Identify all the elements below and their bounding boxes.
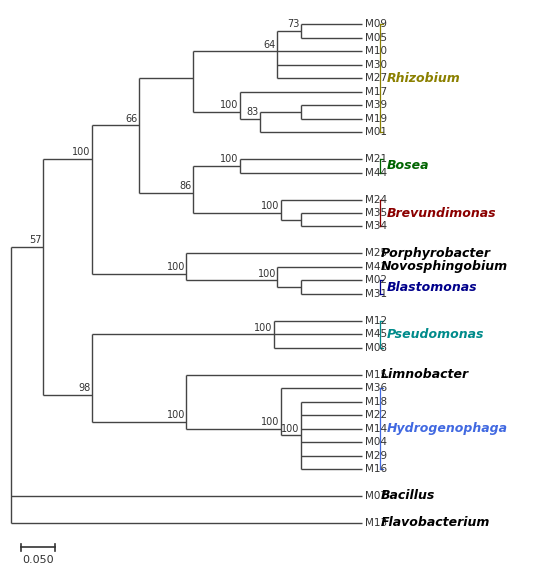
Text: M34: M34 (365, 222, 387, 231)
Text: Pseudomonas: Pseudomonas (387, 328, 485, 341)
Text: M30: M30 (365, 60, 387, 70)
Text: M12: M12 (365, 316, 387, 326)
Text: 86: 86 (179, 181, 192, 191)
Text: M17: M17 (365, 87, 387, 97)
Text: 100: 100 (254, 323, 272, 333)
Text: M16: M16 (365, 464, 387, 474)
Text: Bosea: Bosea (387, 160, 430, 172)
Text: M27: M27 (365, 74, 387, 83)
Text: M44: M44 (365, 168, 387, 178)
Text: 66: 66 (125, 114, 137, 124)
Text: 64: 64 (264, 40, 276, 50)
Text: M24: M24 (365, 194, 387, 205)
Text: Rhizobium: Rhizobium (387, 72, 461, 85)
Text: 57: 57 (29, 235, 42, 245)
Text: Hydrogenophaga: Hydrogenophaga (387, 422, 508, 435)
Text: M36: M36 (365, 383, 387, 393)
Text: M21: M21 (365, 154, 387, 164)
Text: M01: M01 (365, 127, 387, 137)
Text: 100: 100 (166, 262, 185, 272)
Text: M08: M08 (365, 343, 387, 353)
Text: M22: M22 (365, 410, 387, 420)
Text: 100: 100 (72, 148, 90, 157)
Text: M05: M05 (365, 33, 387, 43)
Text: 0.050: 0.050 (22, 555, 54, 564)
Text: 100: 100 (257, 268, 276, 279)
Text: M13: M13 (365, 518, 387, 528)
Text: Porphyrobacter: Porphyrobacter (380, 247, 491, 260)
Text: Limnobacter: Limnobacter (380, 368, 469, 381)
Text: M31: M31 (365, 289, 387, 299)
Text: M45: M45 (365, 329, 387, 339)
Text: 73: 73 (287, 19, 300, 30)
Text: M19: M19 (365, 113, 387, 124)
Text: M18: M18 (365, 397, 387, 406)
Text: 83: 83 (247, 107, 259, 117)
Text: 100: 100 (261, 201, 279, 211)
Text: M04: M04 (365, 437, 387, 447)
Text: M15: M15 (365, 370, 387, 380)
Text: M14: M14 (365, 424, 387, 434)
Text: M09: M09 (365, 19, 387, 30)
Text: Flavobacterium: Flavobacterium (380, 516, 490, 530)
Text: Novosphingobium: Novosphingobium (380, 260, 508, 274)
Text: M35: M35 (365, 208, 387, 218)
Text: M39: M39 (365, 100, 387, 110)
Text: M07: M07 (365, 491, 387, 501)
Text: M29: M29 (365, 450, 387, 461)
Text: 100: 100 (261, 417, 279, 427)
Text: Bacillus: Bacillus (380, 490, 435, 502)
Text: Blastomonas: Blastomonas (387, 280, 478, 294)
Text: M25: M25 (365, 249, 387, 258)
Text: 98: 98 (78, 383, 90, 393)
Text: 100: 100 (220, 100, 239, 111)
Text: Brevundimonas: Brevundimonas (387, 206, 497, 219)
Text: 100: 100 (166, 410, 185, 420)
Text: M10: M10 (365, 46, 387, 56)
Text: 100: 100 (281, 424, 300, 434)
Text: 100: 100 (220, 154, 239, 164)
Text: M02: M02 (365, 275, 387, 286)
Text: M41: M41 (365, 262, 387, 272)
